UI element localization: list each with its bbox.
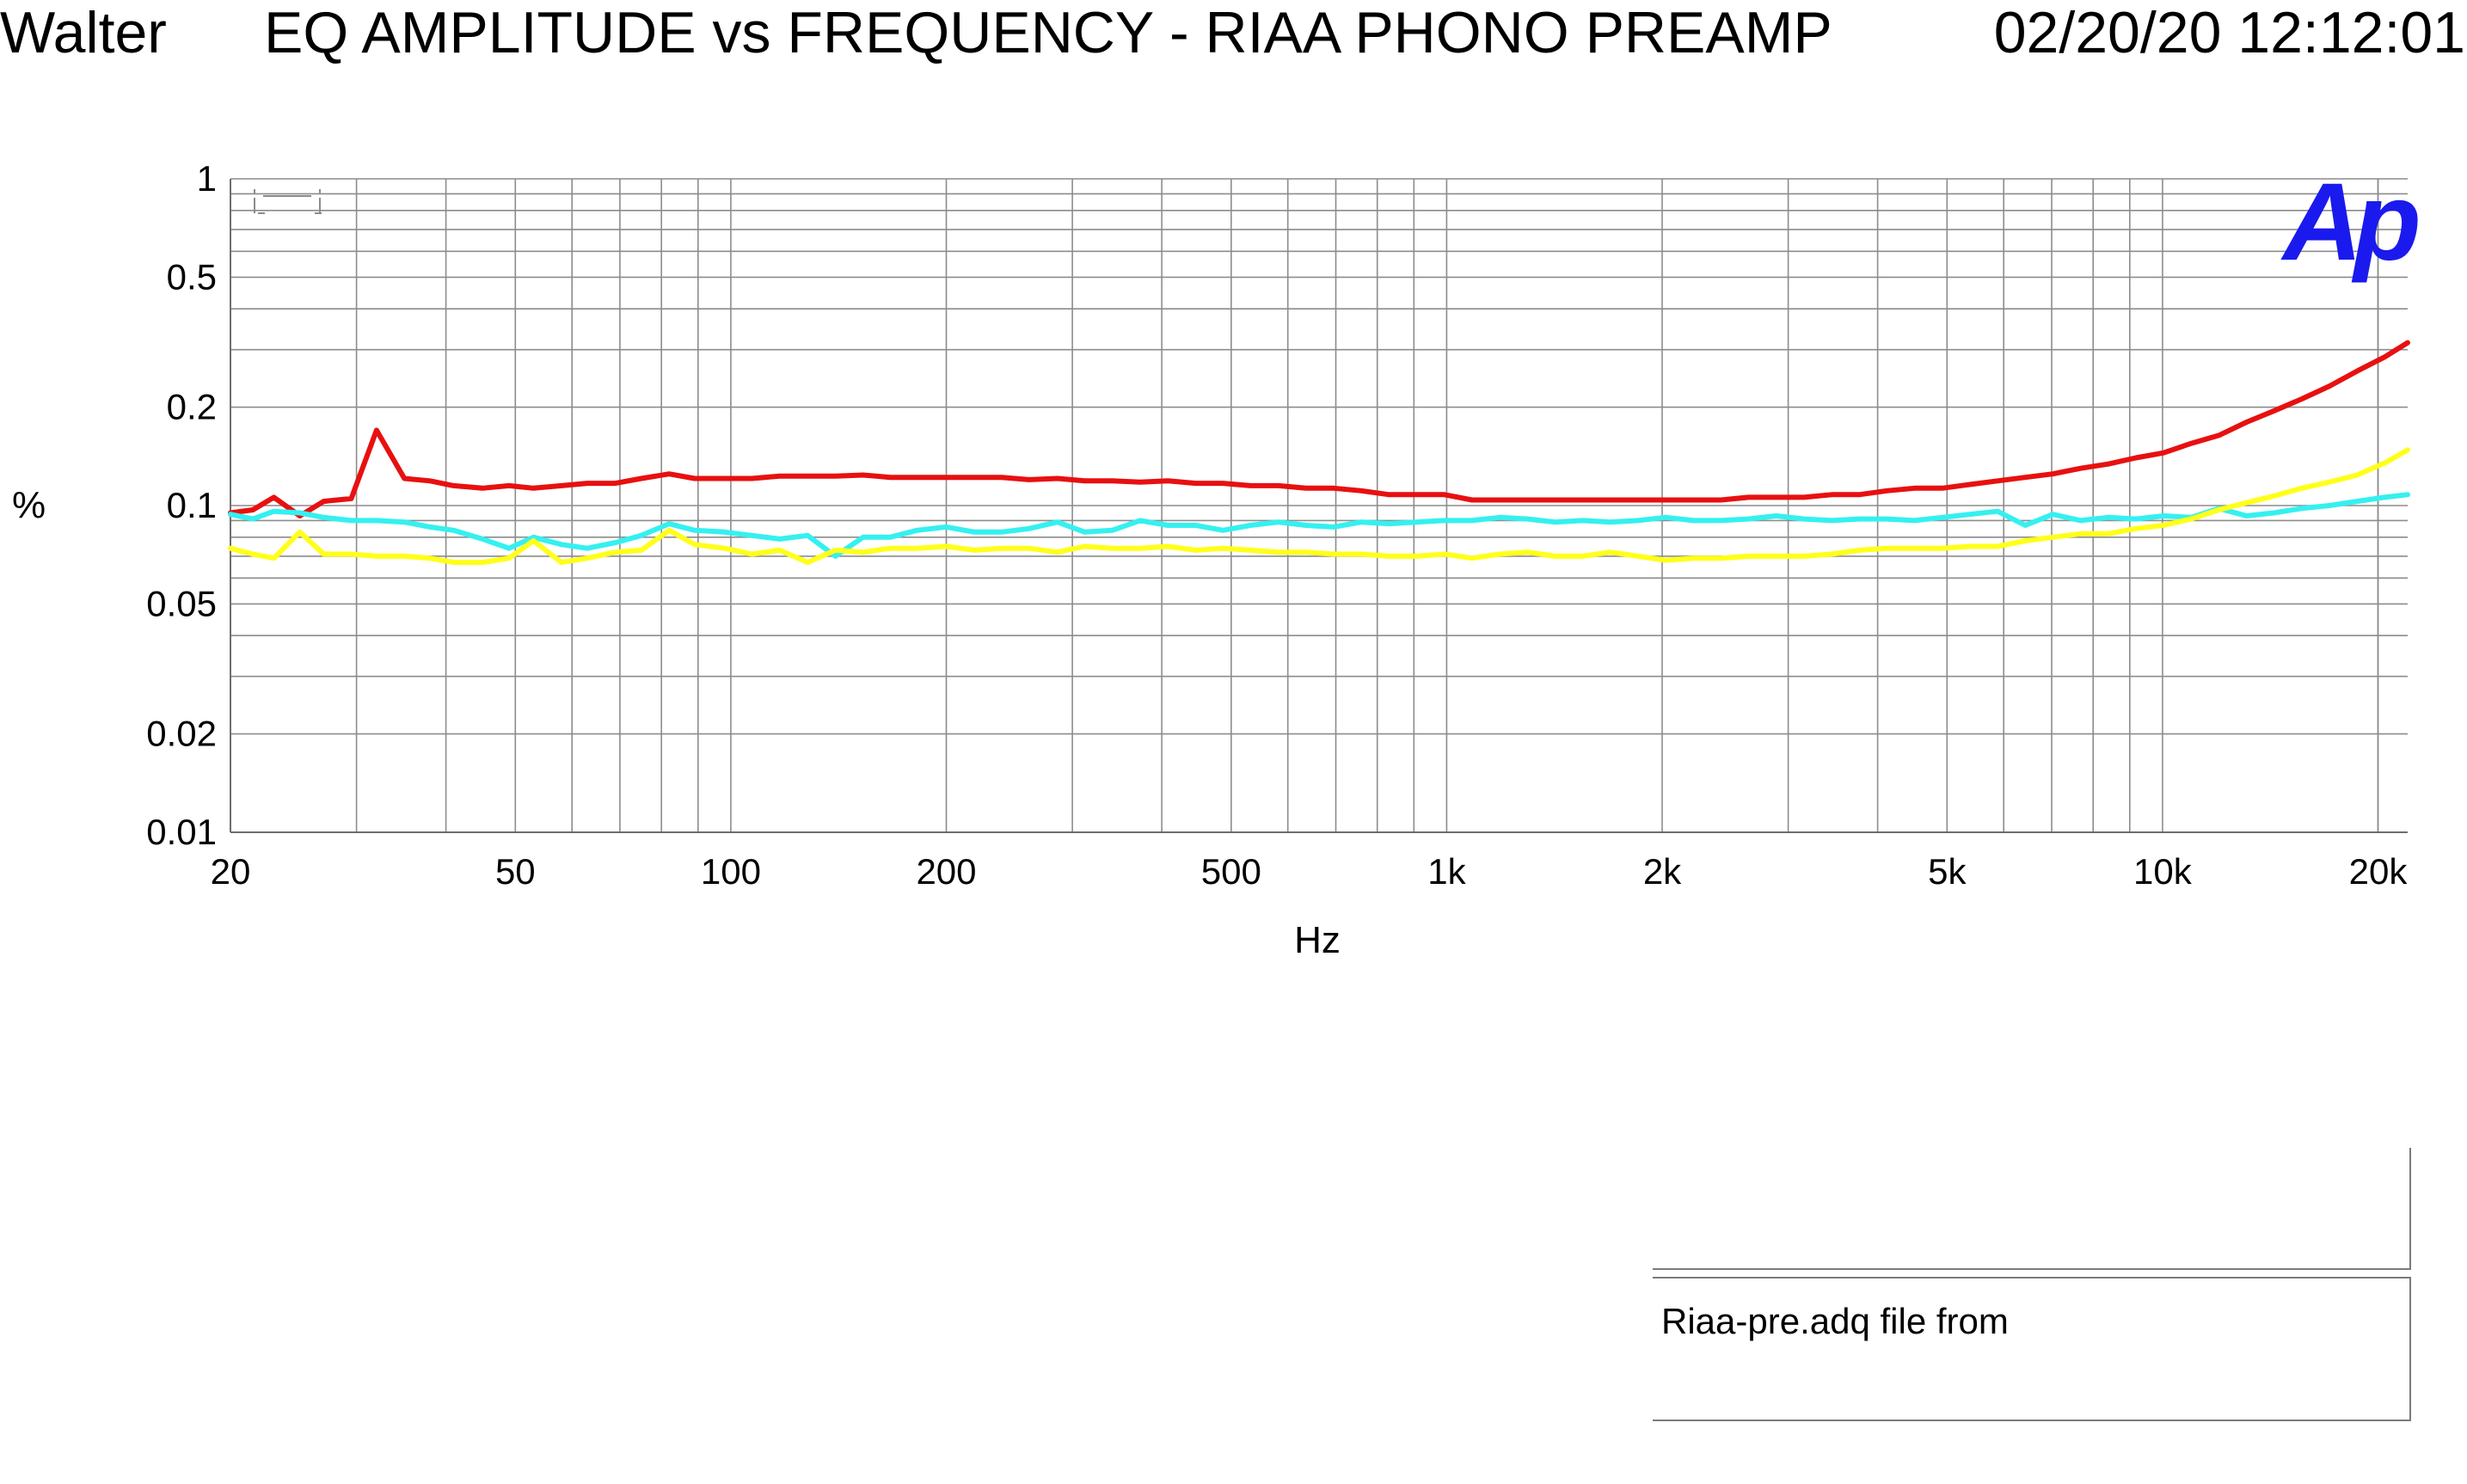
chart-title: EQ AMPLITUDE vs FREQUENCY - RIAA PHONO P… (264, 0, 1832, 65)
y-tick-label: 0.02 (146, 714, 217, 754)
chart-grid (230, 178, 2408, 833)
x-tick-label: 1k (1427, 851, 1466, 892)
x-tick-label: 20k (2349, 851, 2409, 892)
y-tick-label: 0.5 (167, 256, 217, 297)
x-tick-label: 10k (2133, 851, 2193, 892)
cursor-marker-glyph (254, 189, 322, 214)
author-label: Walter (0, 0, 167, 65)
x-tick-label: 20 (211, 851, 251, 892)
series-lines (228, 340, 2410, 566)
x-tick-label: 5k (1928, 851, 1967, 892)
x-tick-label: 500 (1201, 851, 1261, 892)
series-line-3 (228, 447, 2410, 566)
notes-text: Riaa-pre.adq file from (1661, 1301, 2009, 1341)
series-line-1 (228, 340, 2410, 518)
y-tick-label: 0.1 (167, 485, 217, 525)
ap-logo-icon: Ap (2280, 161, 2418, 284)
x-axis-label: Hz (1294, 919, 1341, 961)
axis-ticks: 20 50 100 200 500 1k 2k 5k 10k 20k 1 0.5 0.2 0.1 0.05 0… (146, 158, 2408, 892)
timestamp-label: 02/20/20 12:12:01 (1993, 0, 2465, 65)
x-tick-label: 200 (916, 851, 976, 892)
notes-box-top (1653, 1148, 2411, 1270)
x-tick-label: 2k (1643, 851, 1682, 892)
x-tick-label: 50 (495, 851, 536, 892)
x-tick-label: 100 (701, 851, 761, 892)
cursor-glyph-path (254, 189, 322, 214)
series-line-2 (228, 492, 2410, 559)
y-tick-label: 0.01 (146, 812, 217, 852)
y-axis-label: % (12, 484, 46, 526)
notes-box: Riaa-pre.adq file from (1653, 1277, 2411, 1421)
y-tick-label: 0.2 (167, 387, 217, 427)
y-tick-label: 1 (197, 158, 217, 199)
y-tick-label: 0.05 (146, 583, 217, 623)
